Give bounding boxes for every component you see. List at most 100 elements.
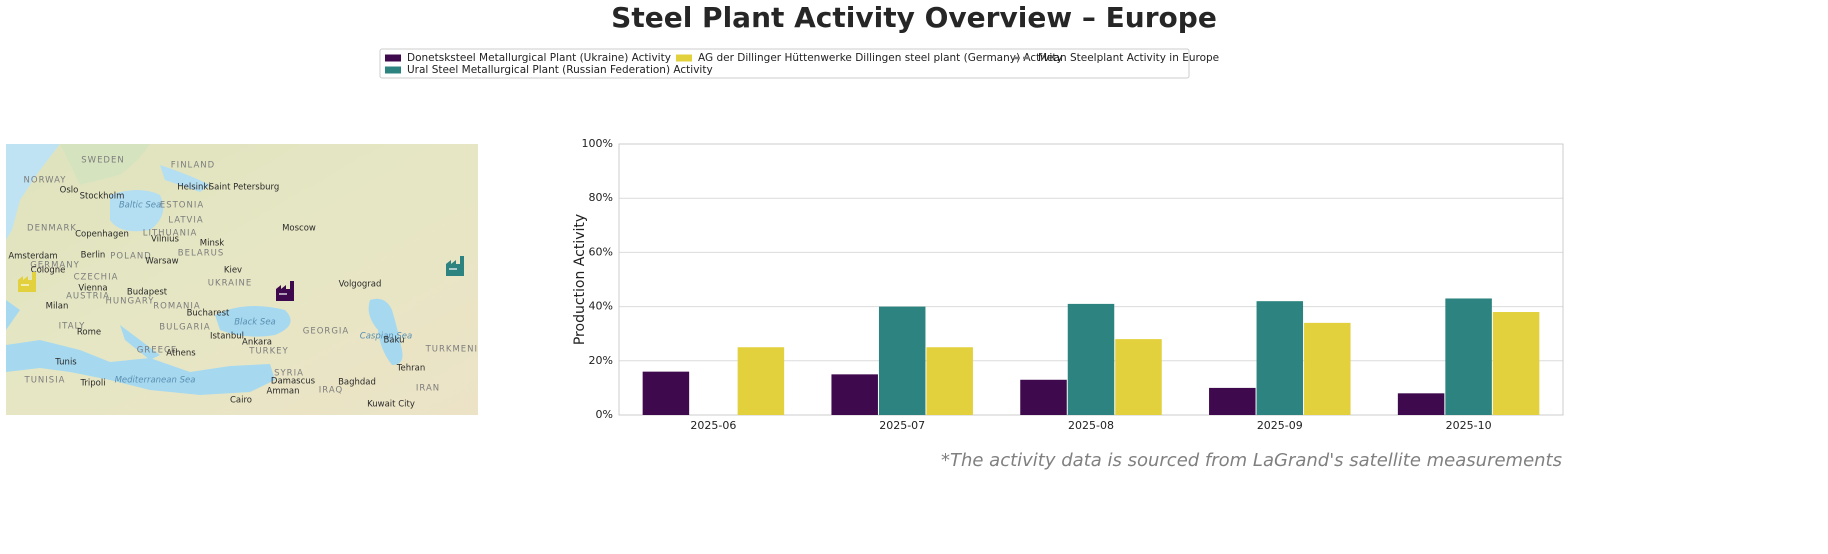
bar [1445,298,1492,415]
map-label: ITALY [59,322,86,332]
map-baltic [110,165,210,232]
map-label: Athens [166,349,196,359]
map-label: Budapest [127,288,168,298]
factory-shape [18,272,36,292]
plant-icon [446,256,464,276]
legend: Donetsksteel Metallurgical Plant (Ukrain… [379,48,1219,79]
map-label: Vienna [78,284,107,294]
factory-window [279,293,287,295]
map-label: Milan [46,302,69,312]
map-label: DENMARK [27,224,77,234]
map-label: Tripoli [79,379,105,389]
map-label: Saint Petersburg [209,183,279,193]
legend-label: Mean Steelplant Activity in Europe [1038,52,1219,64]
plant-icon [18,272,36,292]
map-label: Rome [77,328,101,338]
bar [1397,393,1445,415]
map-label: Ankara [242,338,272,348]
map-label: GREECE [137,346,178,356]
map-label: FINLAND [171,161,215,171]
map-label: Istanbul [210,332,244,342]
x-tick-label: 2025-10 [1446,419,1492,432]
map-label: AUSTRIA [66,292,110,302]
y-tick-label: 100% [582,137,613,150]
map-label: UKRAINE [208,279,252,289]
x-tick-label: 2025-06 [690,419,736,432]
legend-swatch [385,66,401,74]
map-label: BULGARIA [159,323,210,333]
bar [1492,312,1540,415]
y-axis-label: Production Activity [572,214,588,345]
x-tick-label: 2025-07 [879,419,925,432]
map-label: Warsaw [145,257,178,267]
map-label: SWEDEN [81,156,124,166]
footnote: *The activity data is sourced from LaGra… [941,450,1562,471]
map-label: Damascus [271,377,316,387]
map-label: TURKMENIS [425,345,485,355]
bar [1115,339,1162,415]
y-tick-label: 0% [596,408,613,421]
map-label: Cologne [31,266,66,276]
map-label: Oslo [60,186,79,196]
map-label: LITHUANIA [143,229,198,239]
bar [1020,379,1067,415]
map-label: Copenhagen [75,230,129,240]
legend-label: Ural Steel Metallurgical Plant (Russian … [407,64,713,76]
x-tick-label: 2025-08 [1068,419,1114,432]
plant-icon [276,281,294,301]
bar [878,306,926,415]
map-label: Stockholm [80,192,125,202]
map-label: Amsterdam [8,252,57,262]
map-adriatic [120,325,160,360]
map-label: Tunis [54,358,77,368]
map-label: Amman [267,387,300,397]
bar [1304,322,1351,415]
map-label: IRAQ [319,386,343,396]
x-tick-label: 2025-09 [1257,419,1303,432]
map-label: Berlin [81,251,106,261]
map-label: Caspian Sea [360,332,412,342]
bar [831,374,878,415]
map-label: Black Sea [234,318,276,328]
legend-label: AG der Dillinger Hüttenwerke Dillingen s… [698,52,1063,64]
map-label: GEORGIA [303,327,349,337]
map-label: IRAN [416,384,440,394]
map-label: BELARUS [178,249,224,259]
y-tick-label: 40% [589,300,613,313]
y-tick-label: 80% [589,191,613,204]
chart: 0% 20% 40% 60% 80% 100% Production Activity 202… [572,137,1564,432]
bar [737,347,785,415]
title: Steel Plant Activity Overview – Europe [611,1,1217,34]
legend-box [379,48,1190,79]
map-label: CZECHIA [74,273,119,283]
legend-swatch [385,54,401,62]
map-label: Minsk [200,239,225,249]
map-label: HUNGARY [106,297,155,307]
map-label: Volgograd [339,280,382,290]
map-label: Tehran [396,364,425,374]
legend-label: Donetsksteel Metallurgical Plant (Ukrain… [407,52,671,64]
map-sea-area [6,144,60,240]
bar [926,347,973,415]
map-label: SYRIA [274,369,304,379]
bar [1256,301,1304,415]
map-label: GERMANY [30,261,80,271]
map-label: Helsinki [177,183,210,193]
map-label: Kiev [224,266,242,276]
bar [1209,387,1256,415]
map-label: Vilnius [151,235,179,245]
map-label: Bucharest [187,309,230,319]
map-caspian [368,298,403,365]
map-label: TUNISIA [24,376,66,386]
map-label: Baghdad [338,378,376,388]
map-label: LATVIA [168,216,203,226]
factory-shape [276,281,294,301]
map-label: ESTONIA [160,201,204,211]
bar [642,371,690,415]
legend-swatch [676,54,692,62]
map-label: ROMANIA [153,302,200,312]
map-label: Moscow [282,224,316,234]
factory-window [21,284,29,286]
